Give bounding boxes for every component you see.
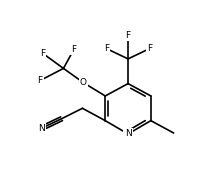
Text: F: F	[71, 45, 77, 54]
Text: F: F	[40, 49, 45, 58]
Text: O: O	[80, 78, 87, 87]
Text: F: F	[125, 31, 131, 40]
Text: F: F	[147, 44, 152, 53]
Text: N: N	[38, 124, 45, 133]
Text: F: F	[104, 44, 109, 53]
Text: N: N	[125, 129, 131, 139]
Text: F: F	[37, 76, 42, 85]
